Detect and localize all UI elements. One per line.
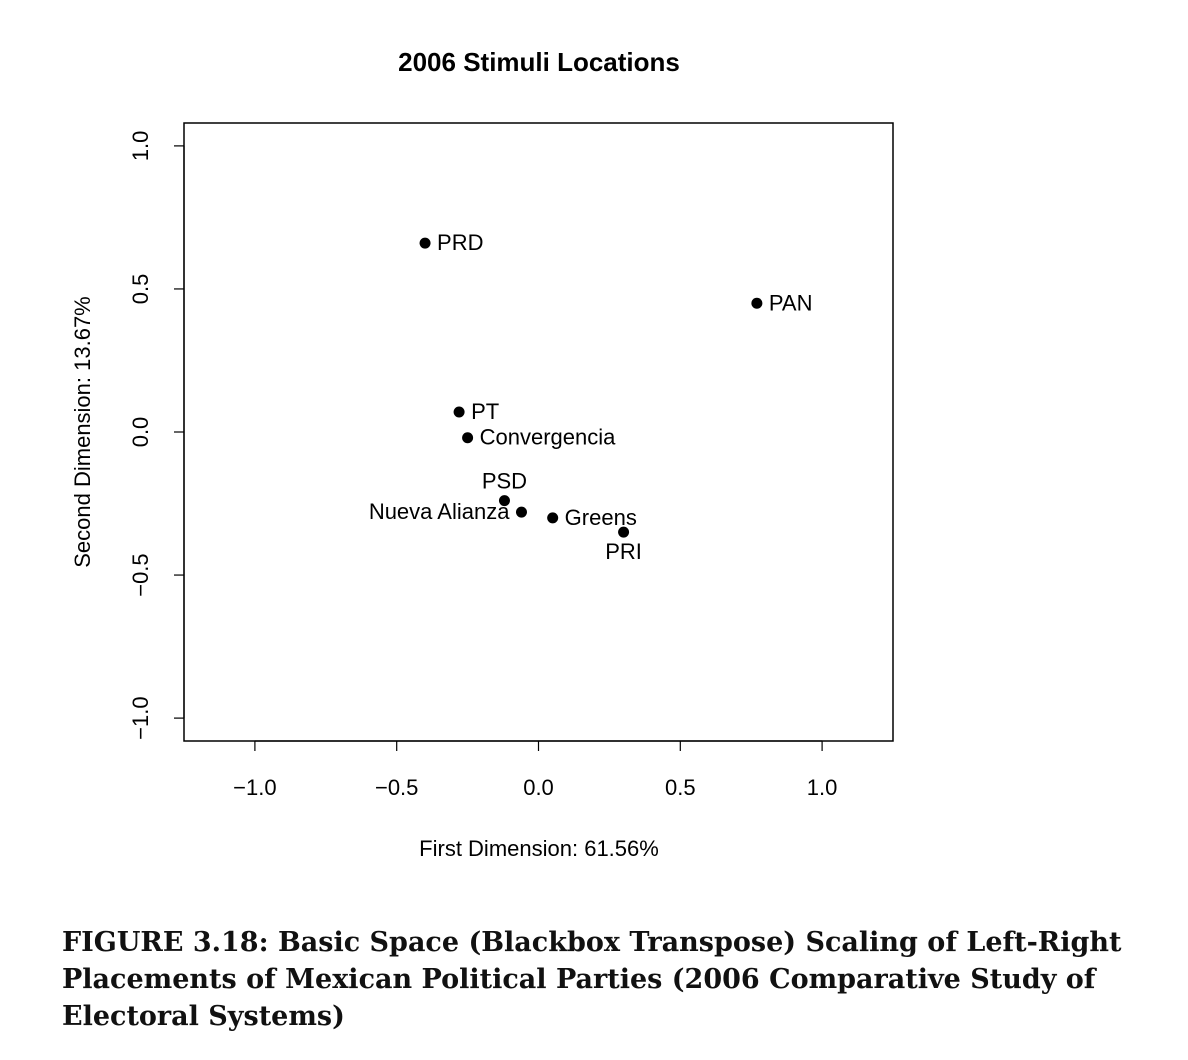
point-label: PRD: [437, 230, 483, 255]
point-label: Greens: [565, 505, 637, 530]
point-marker: [751, 297, 763, 309]
x-tick-label: 0.5: [665, 775, 696, 800]
point-marker: [453, 406, 465, 418]
point-marker: [462, 432, 474, 444]
point-marker: [547, 512, 559, 524]
y-tick-label: −1.0: [128, 696, 153, 739]
x-axis: −1.0 −0.5 0.0 0.5 1.0: [233, 740, 838, 800]
figure-caption: FIGURE 3.18: Basic Space (Blackbox Trans…: [62, 927, 1122, 1032]
point-label: Nueva Alianza: [369, 499, 510, 524]
point-label: PT: [471, 399, 499, 424]
x-tick-label: −1.0: [233, 775, 276, 800]
x-tick-label: 0.0: [523, 775, 554, 800]
y-axis: −1.0 −0.5 0.0 0.5 1.0: [128, 131, 185, 740]
point-label: PAN: [769, 290, 813, 315]
chart-title: 2006 Stimuli Locations: [398, 47, 680, 77]
point-marker: [419, 237, 431, 249]
point-marker: [498, 495, 510, 507]
point-label: PRI: [605, 539, 642, 564]
y-tick-label: 0.5: [128, 274, 153, 305]
scatter-chart: 2006 Stimuli Locations −1.0 −0.5 0.0 0.5 1.0…: [70, 47, 894, 861]
y-tick-label: 0.0: [128, 417, 153, 448]
point-label: Convergencia: [480, 425, 617, 450]
y-tick-label: 1.0: [128, 131, 153, 162]
x-tick-label: −0.5: [375, 775, 418, 800]
x-tick-label: 1.0: [807, 775, 838, 800]
y-axis-label: Second Dimension: 13.67%: [70, 296, 95, 568]
y-tick-label: −0.5: [128, 553, 153, 596]
point-marker: [515, 506, 527, 518]
x-axis-label: First Dimension: 61.56%: [419, 836, 659, 861]
point-marker: [618, 526, 630, 538]
point-label: PSD: [482, 469, 527, 494]
